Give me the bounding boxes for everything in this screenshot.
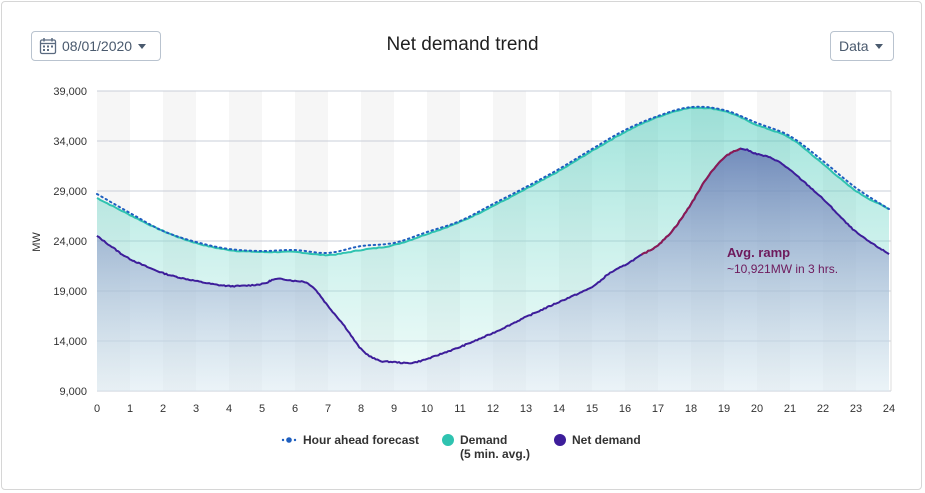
- y-axis-ticks: 9,000 14,000 19,000 24,000 29,000 34,000 39,00…: [53, 86, 87, 398]
- y-tick-label: 24,000: [53, 236, 87, 248]
- forecast-line: [96, 105, 890, 255]
- legend-label-demand: Demand: [460, 433, 508, 447]
- data-menu-label: Data: [839, 38, 869, 54]
- circle-icon: [554, 434, 566, 446]
- x-tick-label: 1: [127, 403, 133, 415]
- y-tick-label: 19,000: [53, 286, 87, 298]
- x-tick-label: 21: [784, 403, 796, 415]
- x-tick-label: 20: [751, 403, 763, 415]
- x-tick-label: 3: [193, 403, 199, 415]
- chevron-down-icon: [874, 43, 883, 49]
- circle-icon: [442, 434, 454, 446]
- chevron-down-icon: [138, 43, 147, 49]
- x-tick-label: 24: [883, 403, 895, 415]
- legend-item-net-demand[interactable]: Net demand: [554, 433, 641, 447]
- x-tick-label: 16: [619, 403, 631, 415]
- legend-item-demand[interactable]: Demand (5 min. avg.): [442, 433, 530, 461]
- date-label: 08/01/2020: [62, 38, 133, 54]
- x-tick-label: 22: [817, 403, 829, 415]
- legend-sublabel-demand: (5 min. avg.): [460, 447, 531, 461]
- y-tick-label: 39,000: [53, 86, 87, 98]
- x-tick-label: 19: [718, 403, 730, 415]
- x-tick-label: 23: [850, 403, 862, 415]
- date-picker-button[interactable]: 08/01/2020: [31, 31, 161, 61]
- data-menu-button[interactable]: Data: [830, 31, 894, 61]
- x-tick-label: 10: [421, 403, 433, 415]
- calendar-icon: [39, 38, 57, 55]
- y-tick-label: 34,000: [53, 136, 87, 148]
- legend-item-forecast[interactable]: Hour ahead forecast: [281, 433, 419, 447]
- x-tick-label: 6: [292, 403, 298, 415]
- x-tick-label: 8: [358, 403, 364, 415]
- x-tick-label: 15: [586, 403, 598, 415]
- x-tick-label: 12: [487, 403, 499, 415]
- ramp-annotation-text: ~10,921MW in 3 hrs.: [727, 262, 838, 276]
- net-demand-line: [96, 147, 890, 365]
- dotted-line-icon: [281, 437, 297, 443]
- x-tick-label: 9: [391, 403, 397, 415]
- y-axis-label: MW: [31, 232, 43, 252]
- x-tick-label: 11: [454, 403, 465, 415]
- x-tick-label: 13: [520, 403, 532, 415]
- x-tick-label: 14: [553, 403, 565, 415]
- x-tick-label: 2: [160, 403, 166, 415]
- y-tick-label: 9,000: [59, 386, 87, 398]
- x-axis-ticks: 0 1 2 3 4 5 6 7 8 9 10 11 12 13 14 15 16 17 18 19 20 21 22 23 24: [94, 403, 895, 415]
- net-demand-area: [97, 148, 889, 391]
- legend-label-forecast: Hour ahead forecast: [303, 433, 420, 447]
- ramp-annotation-title: Avg. ramp: [727, 245, 790, 260]
- chart-title: Net demand trend: [386, 34, 539, 55]
- x-tick-label: 5: [259, 403, 265, 415]
- ramp-segment: [640, 147, 741, 256]
- x-tick-label: 17: [652, 403, 664, 415]
- x-tick-label: 7: [325, 403, 331, 415]
- demand-line: [96, 106, 890, 257]
- x-tick-label: 4: [226, 403, 232, 415]
- y-tick-label: 29,000: [53, 186, 87, 198]
- y-tick-label: 14,000: [53, 336, 87, 348]
- legend-label-net-demand: Net demand: [572, 433, 641, 447]
- x-tick-label: 0: [94, 403, 100, 415]
- x-tick-label: 18: [685, 403, 697, 415]
